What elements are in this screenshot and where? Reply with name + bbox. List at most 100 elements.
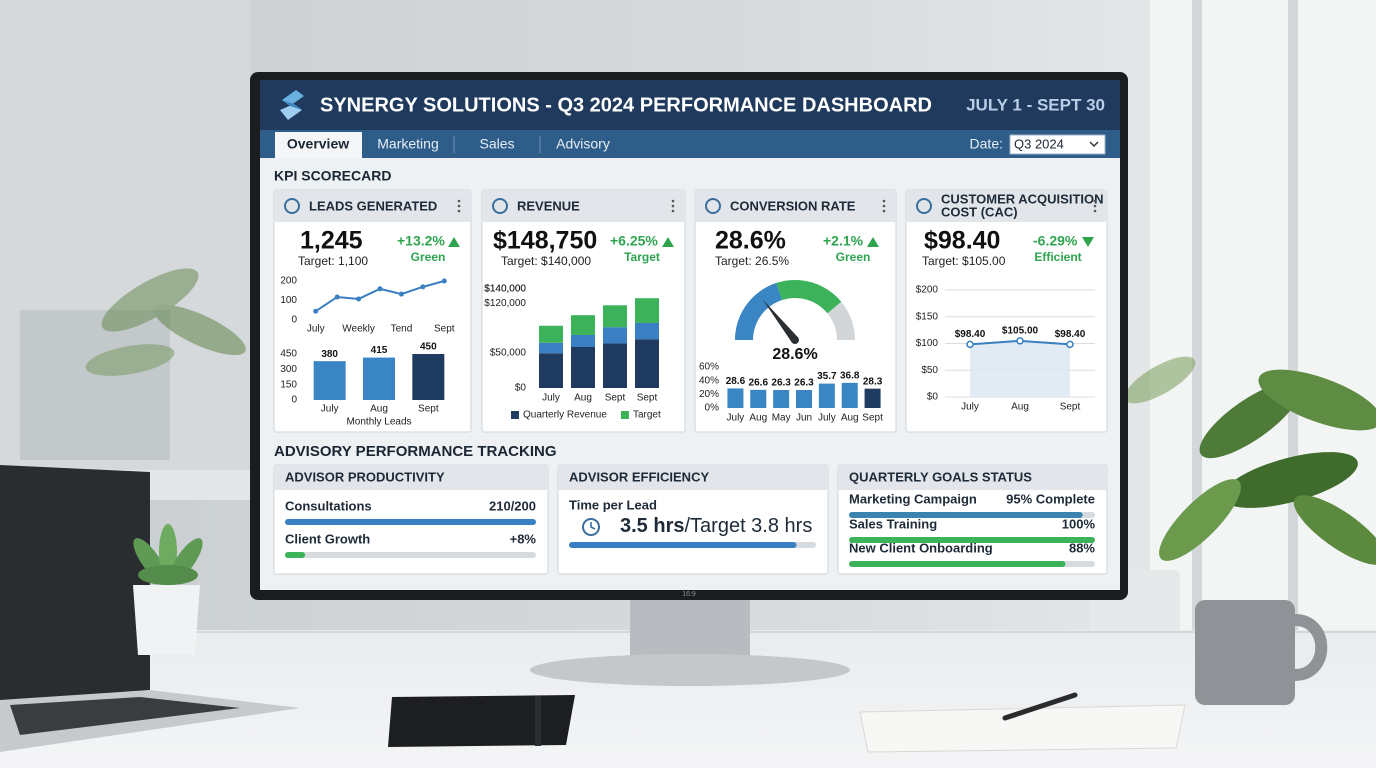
menu-dot [1093, 209, 1097, 213]
date-filter-label: Date: [970, 136, 1003, 152]
data-label: 415 [371, 345, 388, 356]
kpi-value: $148,750 [493, 227, 597, 255]
bar [818, 383, 835, 408]
legend-swatch [620, 411, 629, 419]
date-dropdown[interactable]: Q3 2024 [1009, 134, 1106, 155]
data-label: 28.6 [726, 376, 746, 387]
card-menu[interactable] [882, 199, 886, 213]
bar [796, 390, 812, 408]
card-title: CUSTOMER ACQUISITION [941, 191, 1104, 206]
x-tick-label: July [321, 404, 339, 415]
black-notebook [388, 695, 575, 747]
tab[interactable]: Sales [453, 136, 515, 153]
menu-dot [882, 204, 886, 208]
tab[interactable]: Marketing [377, 136, 438, 152]
advisory-panel: QUARTERLY GOALS STATUS Marketing Campaign… [837, 464, 1108, 575]
line-point [398, 291, 404, 297]
menu-dot [671, 204, 675, 208]
y-tick-label: 0 [291, 395, 297, 406]
y-tick-label: $150 [916, 311, 939, 322]
gauge-label: 28.6% [772, 346, 817, 363]
chart: $0 $50 $100 $150 $200 $98.40 July $105.00 Aug $98… [916, 285, 1095, 413]
section-title: ADVISORY PERFORMANCE TRACKING [274, 443, 557, 460]
gauge-hub [791, 336, 799, 344]
x-tick-label: Aug [370, 404, 388, 415]
card-menu[interactable] [671, 199, 675, 213]
x-tick-label: Aug [1011, 402, 1029, 413]
tab-label: Advisory [556, 136, 610, 152]
card-header [274, 190, 471, 222]
x-tick-label: Sept [637, 393, 658, 404]
monitor-base [530, 654, 850, 686]
item-label: Time per Lead [569, 497, 657, 512]
kpi-status: Target [624, 250, 660, 264]
y-tick-label: 100 [280, 295, 297, 306]
progress-track [285, 552, 536, 558]
kpi-status: Green [411, 250, 446, 264]
card-icon [916, 198, 932, 214]
data-label: 26.3 [794, 378, 814, 389]
y-tick-label: $100 [916, 338, 939, 349]
card-title: COST (CAC) [941, 204, 1018, 219]
leaf [85, 344, 175, 376]
y-tick-label: $200 [916, 285, 939, 296]
card-icon [705, 198, 721, 214]
kpi-change: +13.2% [397, 233, 445, 249]
leaf [101, 268, 199, 332]
card-menu[interactable] [1093, 199, 1097, 213]
area-fill [970, 340, 1070, 397]
y-tick-label: $0 [515, 383, 527, 394]
panel-header [838, 465, 1107, 490]
legend-label: Quarterly Revenue [523, 410, 607, 421]
open-notebook [859, 704, 1186, 753]
tab[interactable]: Advisory [539, 136, 610, 153]
succulent-pot [133, 585, 200, 655]
date-range: JULY 1 - SEPT 30 [966, 95, 1105, 114]
x-tick-label: Sept [605, 393, 626, 404]
panel-title: ADVISOR PRODUCTIVITY [285, 469, 445, 484]
panel-header [274, 465, 548, 490]
data-label: 28.3 [863, 376, 883, 387]
clock-hands [590, 522, 596, 530]
x-tick-label: Sept [418, 404, 439, 415]
y-tick-label: 150 [280, 379, 297, 390]
bar-segment [635, 322, 659, 340]
x-tick-label: Sept [434, 324, 455, 335]
data-label: 450 [420, 342, 437, 353]
x-tick-label: Aug [841, 413, 859, 424]
window-frame [1288, 0, 1298, 640]
area-point [1016, 337, 1024, 345]
item-label: Sales Training [849, 516, 937, 531]
bar [313, 361, 346, 400]
bar-segment [603, 327, 627, 344]
chart: 0% 20% 40% 60% 28.6 July 26.6 Aug 26.3 May 26.3 Jun… [699, 362, 883, 424]
dropdown-value: Q3 2024 [1014, 136, 1064, 151]
y-tick-label: $50 [921, 365, 938, 376]
menu-dot [882, 199, 886, 203]
bar [750, 389, 767, 408]
data-label: 380 [321, 349, 338, 360]
legend-label: Target [633, 410, 661, 421]
mug-handle [1294, 614, 1328, 681]
monitor-neck [630, 598, 750, 660]
bar-segment [603, 305, 627, 328]
window-frame [1192, 0, 1202, 640]
bezel-label: 16:9 [682, 591, 696, 598]
y-tick-label: 450 [280, 349, 297, 360]
card-menu[interactable] [457, 199, 461, 213]
leaf [1293, 495, 1376, 565]
right-plant [1124, 356, 1376, 565]
chart: 0 150 300 450 380 July 415 Aug 450 Sept Monthly Le… [280, 342, 445, 428]
bar [727, 388, 744, 408]
logo [280, 90, 304, 120]
dropdown-chevron [1089, 141, 1099, 148]
tab[interactable]: Overview [275, 132, 362, 158]
x-tick-label: July [542, 393, 560, 404]
data-label: 35.7 [817, 371, 837, 382]
data-label: $98.40 [955, 329, 986, 340]
y-tick-label: $0 [927, 392, 939, 403]
menu-dot [457, 199, 461, 203]
